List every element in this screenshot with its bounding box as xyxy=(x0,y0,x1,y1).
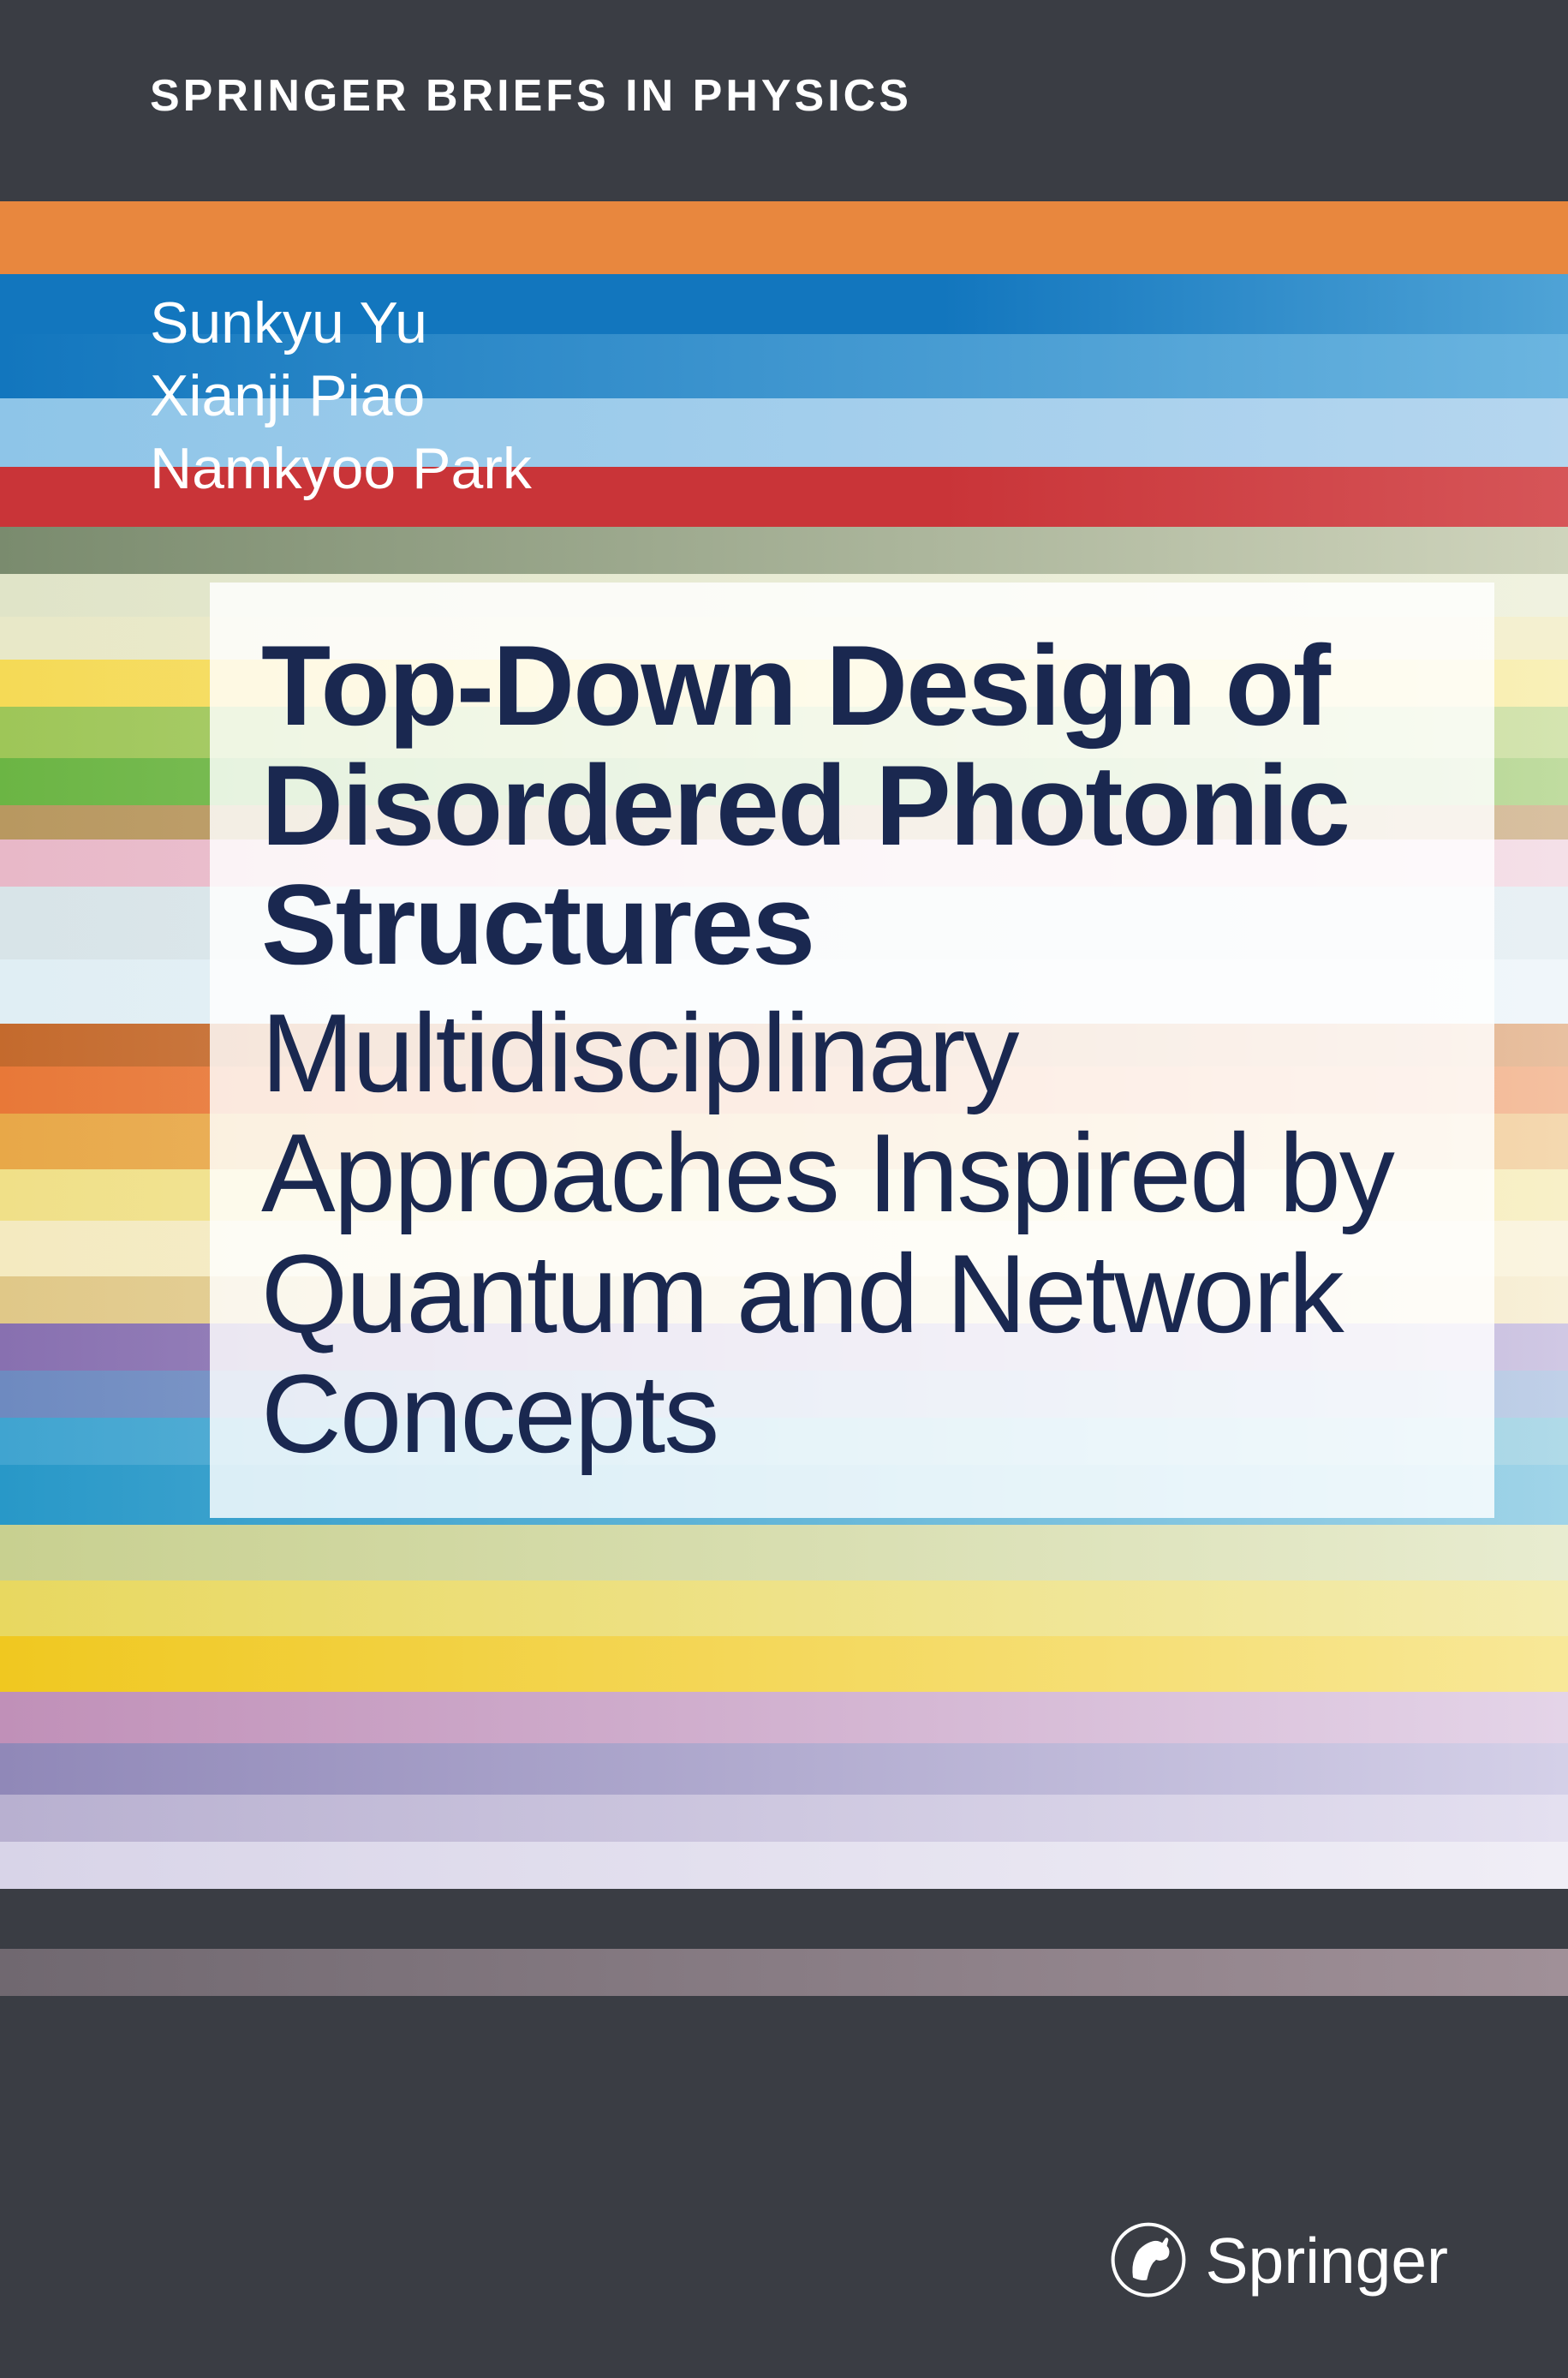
stripe xyxy=(0,1525,1568,1580)
stripe xyxy=(0,1949,1568,1996)
author-1: Sunkyu Yu xyxy=(150,287,532,360)
stripe xyxy=(0,1996,1568,2047)
stripe xyxy=(0,1889,1568,1949)
author-3: Namkyoo Park xyxy=(150,433,532,505)
title-block: Top-Down Design of Disordered Photonic S… xyxy=(210,583,1494,1518)
book-subtitle: Multidisciplinary Approaches Inspired by… xyxy=(261,993,1443,1474)
stripe xyxy=(0,1692,1568,1743)
stripe xyxy=(0,527,1568,574)
publisher-name: Springer xyxy=(1206,2224,1448,2297)
publisher-block: Springer xyxy=(1110,2220,1448,2301)
stripe xyxy=(0,201,1568,274)
stripe xyxy=(0,1743,1568,1795)
stripe xyxy=(0,1795,1568,1842)
author-2: Xianji Piao xyxy=(150,360,532,433)
book-title: Top-Down Design of Disordered Photonic S… xyxy=(261,627,1443,986)
stripe xyxy=(0,1636,1568,1692)
springer-horse-icon xyxy=(1110,2220,1187,2301)
stripe xyxy=(0,1580,1568,1636)
series-header: SPRINGER BRIEFS IN PHYSICS xyxy=(150,70,912,122)
authors-block: Sunkyu Yu Xianji Piao Namkyoo Park xyxy=(150,287,532,505)
stripe xyxy=(0,1842,1568,1889)
